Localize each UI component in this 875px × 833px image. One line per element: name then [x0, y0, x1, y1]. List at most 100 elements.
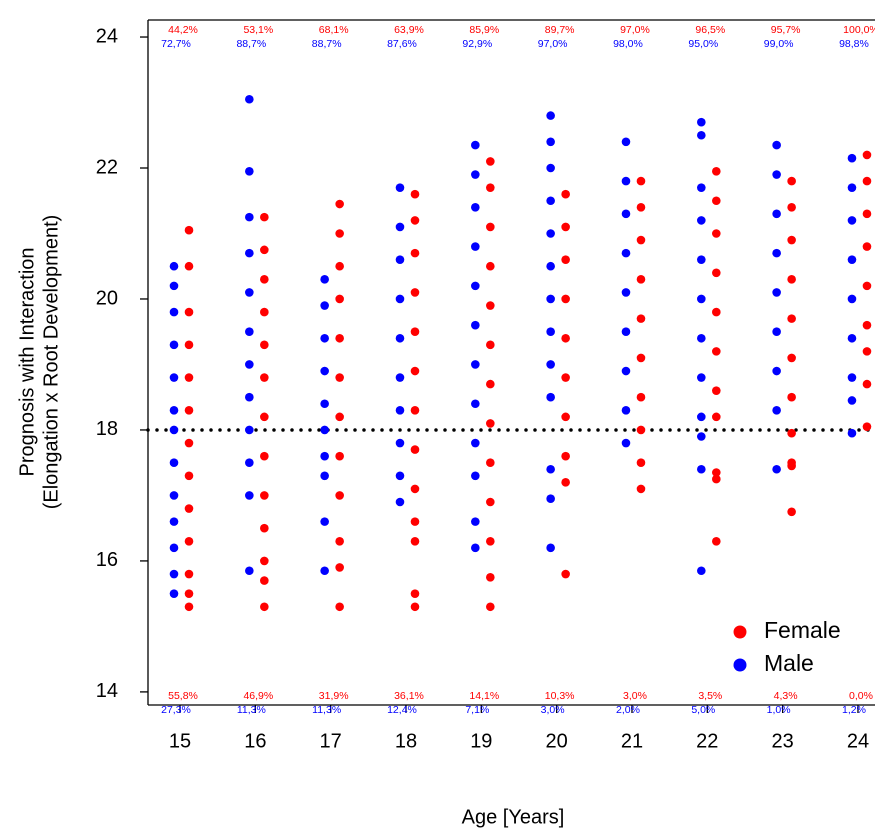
point [260, 491, 269, 500]
point [561, 478, 570, 487]
point [787, 202, 796, 212]
point [184, 589, 194, 598]
point [546, 111, 555, 120]
point [486, 419, 495, 428]
point [395, 183, 405, 192]
x-tick-label: 20 [546, 730, 568, 752]
below-label: 36,1% [394, 690, 424, 702]
point [712, 536, 721, 546]
point [712, 268, 721, 278]
point [260, 412, 269, 422]
below-label: 11,3% [237, 704, 266, 716]
below-label: 46,9% [243, 690, 273, 702]
point [245, 425, 254, 435]
y-tick-label: 18 [96, 418, 118, 440]
point [561, 451, 570, 461]
x-tick-label: 21 [621, 730, 643, 752]
point [862, 176, 872, 186]
point [260, 576, 269, 585]
point [184, 504, 194, 513]
point [561, 412, 570, 422]
point [260, 212, 269, 222]
point [847, 183, 857, 192]
point [184, 471, 194, 481]
below-label: 10,3% [545, 690, 575, 702]
point [410, 288, 420, 297]
point [546, 261, 555, 271]
point [697, 130, 706, 140]
point [184, 373, 194, 382]
below-label: 31,9% [319, 690, 349, 702]
point [471, 438, 480, 448]
point [245, 491, 254, 500]
point [636, 275, 646, 284]
x-tick-label: 15 [169, 730, 191, 752]
above-label: 87,6% [387, 38, 417, 50]
point [335, 412, 344, 422]
point [862, 422, 872, 431]
point [184, 340, 194, 350]
point [335, 229, 344, 238]
above-label: 89,7% [545, 24, 575, 36]
below-label: 3,0% [541, 704, 565, 716]
point [787, 275, 796, 284]
point [772, 288, 781, 297]
point [862, 379, 872, 389]
x-tick-label: 18 [395, 730, 417, 752]
point [169, 569, 179, 579]
point [486, 261, 495, 271]
point [697, 255, 706, 264]
point [486, 572, 495, 582]
below-label: 4,3% [774, 690, 798, 702]
point [169, 406, 179, 415]
point [260, 373, 269, 382]
point [320, 333, 329, 343]
point [245, 566, 254, 576]
point [772, 406, 781, 415]
above-label: 98,8% [839, 38, 869, 50]
above-label: 85,9% [469, 24, 499, 36]
above-label: 100,0% [843, 24, 875, 36]
point [787, 461, 796, 471]
point [636, 314, 646, 323]
legend-marker [733, 658, 747, 672]
point [169, 425, 179, 435]
point [712, 196, 721, 206]
point [320, 471, 329, 481]
point [712, 307, 721, 317]
point [847, 216, 857, 225]
below-label: 27,3% [161, 704, 191, 716]
point [320, 451, 329, 461]
point [621, 176, 631, 186]
point [561, 255, 570, 264]
point [787, 392, 796, 402]
point [471, 202, 480, 212]
point [862, 347, 872, 356]
x-tick-label: 17 [320, 730, 342, 752]
point [787, 314, 796, 323]
point [772, 140, 781, 150]
above-label: 96,5% [695, 24, 725, 36]
point [712, 229, 721, 238]
x-tick-label: 24 [847, 730, 869, 752]
point [471, 543, 480, 553]
point [621, 366, 631, 376]
point [546, 137, 555, 147]
point [561, 569, 570, 579]
point [712, 166, 721, 176]
point [410, 445, 420, 454]
y-tick-label: 24 [96, 25, 118, 47]
point [410, 216, 420, 225]
point [395, 497, 405, 507]
point [621, 137, 631, 147]
point [471, 170, 480, 179]
below-label: 5,0% [691, 704, 715, 716]
point [697, 373, 706, 382]
point [335, 294, 344, 304]
point [862, 281, 872, 291]
point [395, 255, 405, 264]
point [862, 320, 872, 330]
y-axis-title: (Elongation x Root Development) [40, 215, 62, 510]
x-tick-label: 22 [696, 730, 718, 752]
point [697, 566, 706, 576]
